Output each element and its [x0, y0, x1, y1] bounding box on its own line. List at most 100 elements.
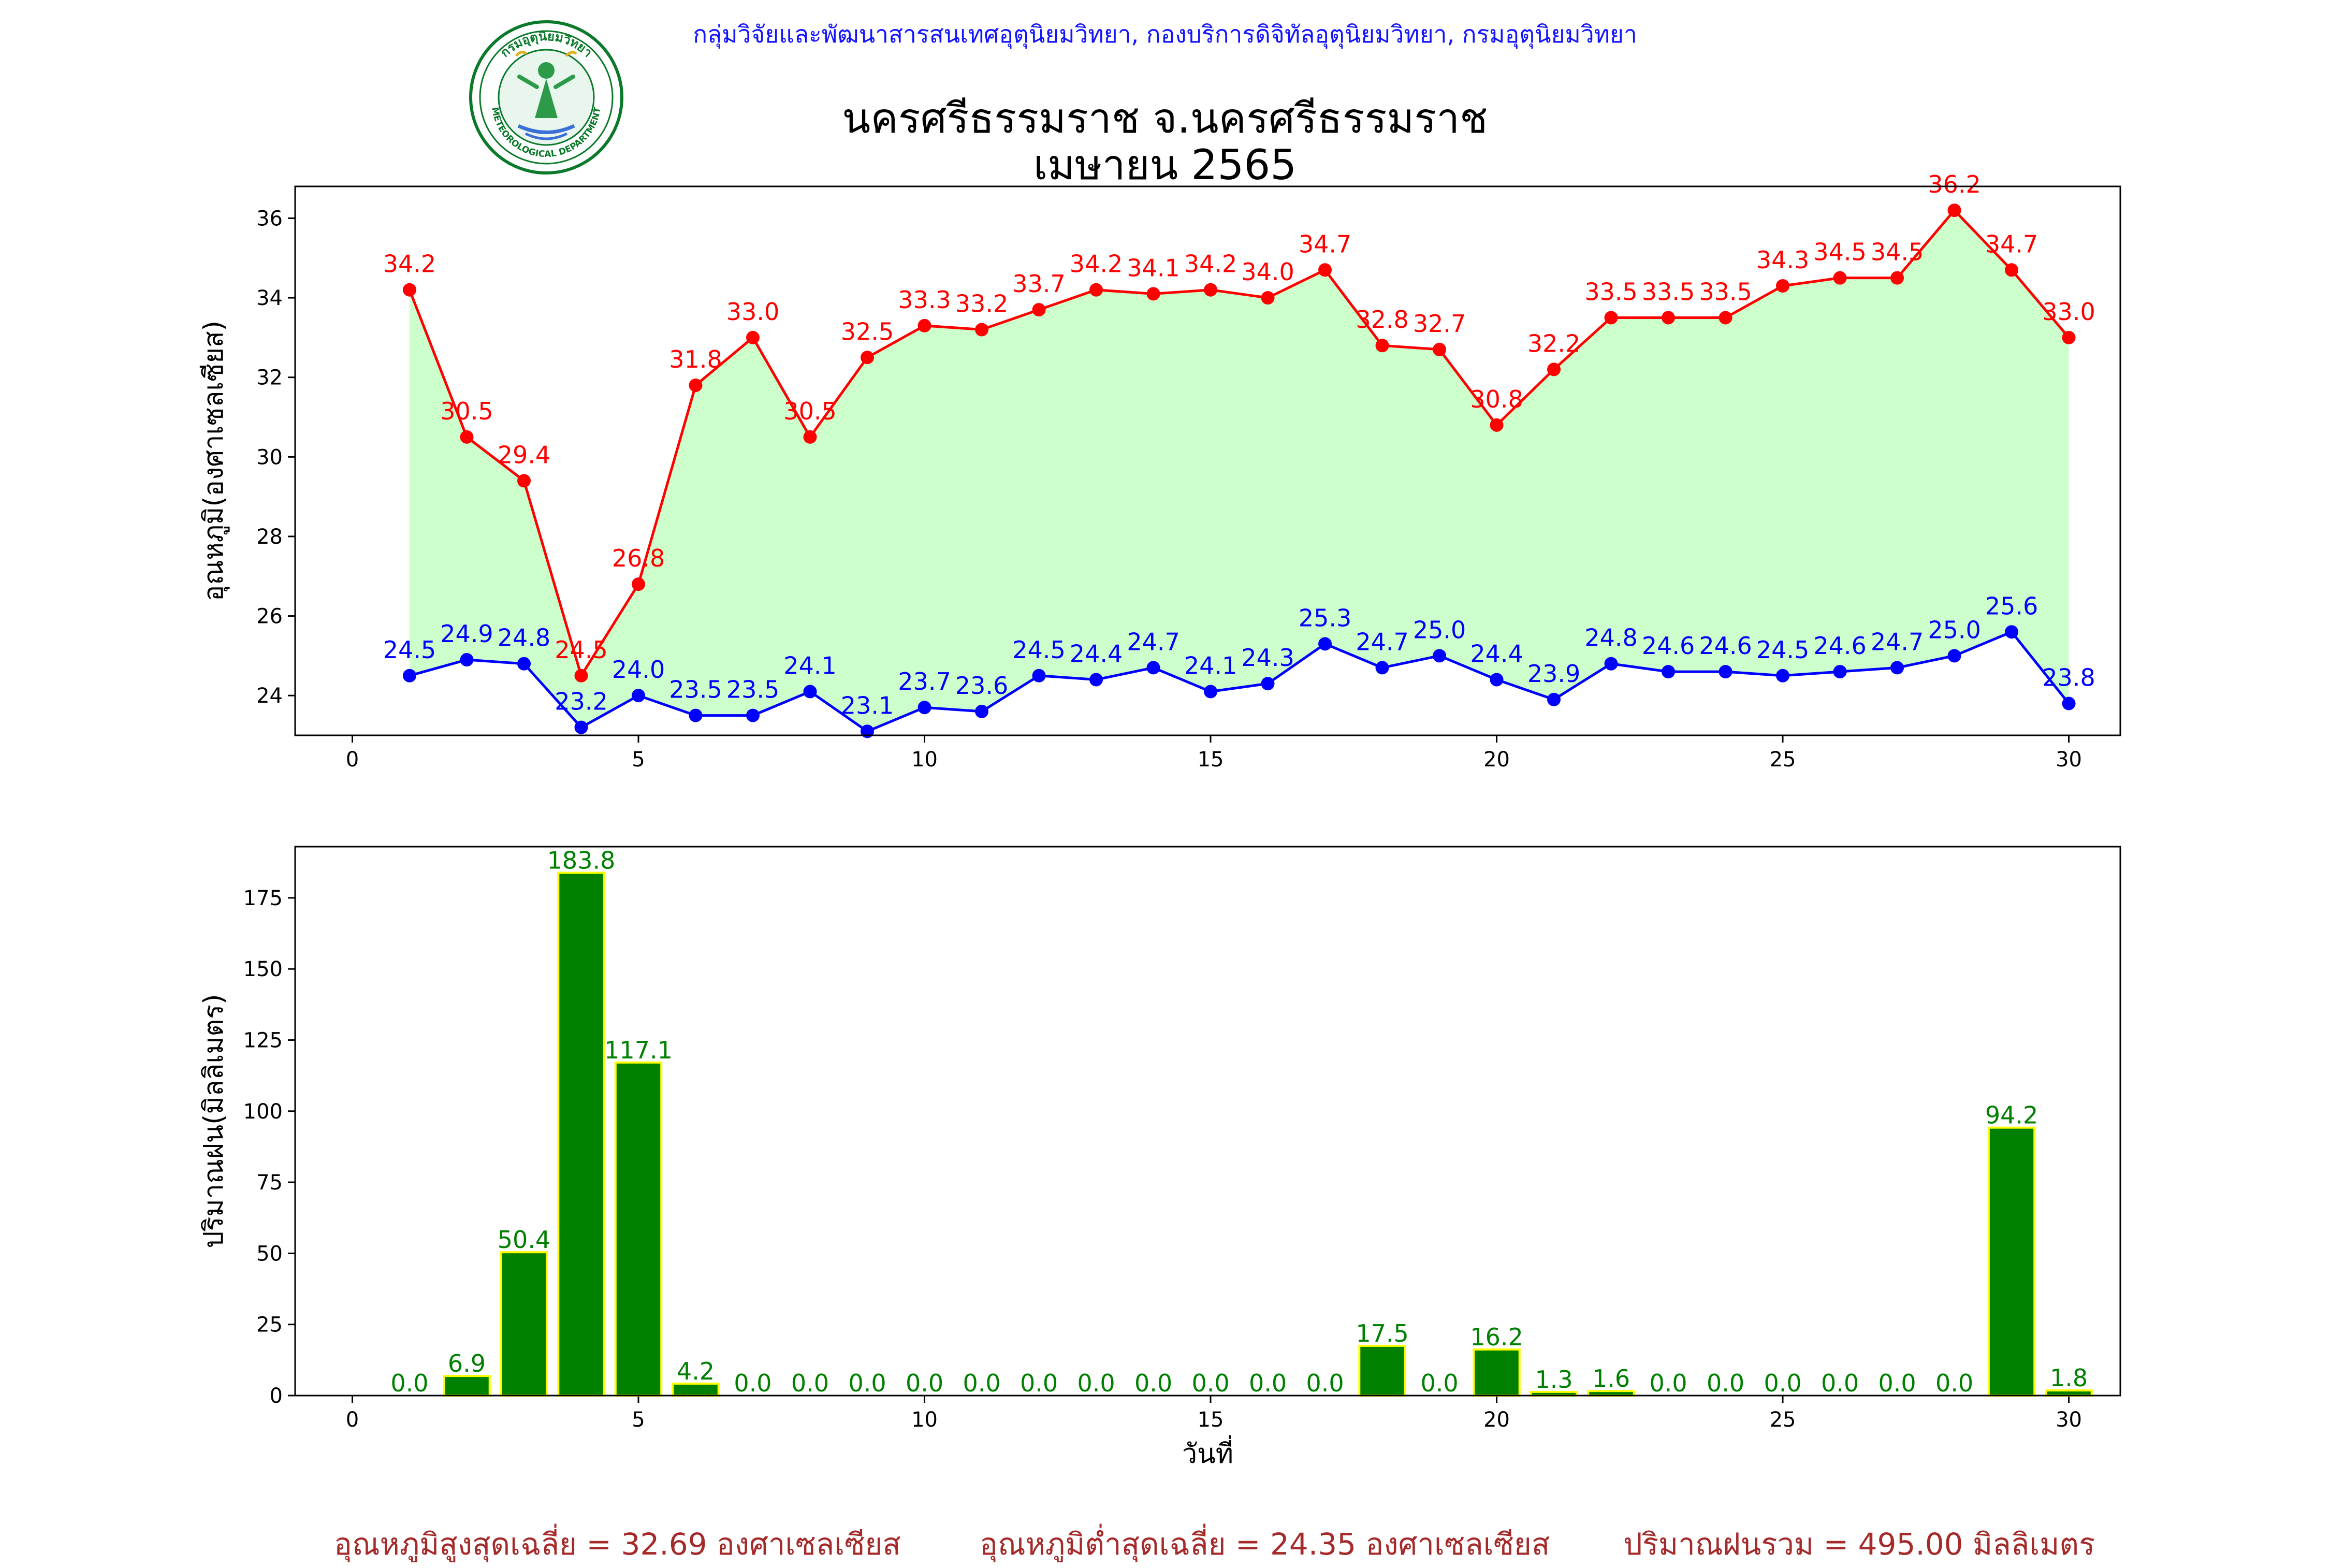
temp-x-tick-label: 30	[2056, 748, 2082, 772]
max-temperature-point	[1375, 339, 1389, 353]
temperature-range-fill	[410, 210, 2069, 732]
min-temperature-label: 24.0	[612, 656, 665, 684]
max-temperature-label: 34.2	[1070, 250, 1123, 278]
max-temperature-label: 33.5	[1584, 278, 1637, 306]
min-temperature-point	[1375, 661, 1389, 675]
max-temperature-line	[408, 208, 2070, 679]
min-temperature-label: 24.4	[1070, 640, 1123, 667]
max-temperature-label: 32.5	[841, 317, 894, 345]
min-temperature-point	[574, 720, 588, 734]
min-temperature-label: 24.8	[1584, 624, 1637, 652]
rainfall-bar-label: 0.0	[791, 1369, 829, 1397]
rainfall-bar-label: 0.0	[848, 1369, 886, 1397]
rainfall-bar-label: 17.5	[1356, 1319, 1408, 1347]
temp-y-tick-label: 28	[256, 525, 283, 549]
max-temperature-point	[1261, 291, 1275, 305]
rainfall-chart: 0 5 10 15 20 25 30 0 25 50 75 100 125 150 175 ปริมาณฝน(…	[198, 846, 2121, 1470]
min-temperature-point	[1261, 677, 1275, 691]
meteorological-department-logo: กรมอุตุนิยมวิทยา METEOROLOGICAL DEPARTME…	[469, 20, 623, 175]
rain-x-axis-label: วันที่	[1182, 1435, 1233, 1470]
min-temperature-point	[1318, 637, 1332, 651]
min-temperature-point	[1146, 661, 1160, 675]
temp-y-tick-label: 30	[256, 445, 283, 469]
min-temperature-point	[1089, 673, 1103, 687]
max-temperature-label: 34.7	[1985, 230, 2038, 258]
rain-x-tick-label: 10	[911, 1408, 938, 1432]
max-temperature-point	[403, 283, 417, 297]
min-temperature-label: 24.9	[440, 620, 493, 648]
rainfall-bar-label: 0.0	[390, 1369, 428, 1397]
rain-y-tick-label: 100	[243, 1100, 283, 1124]
max-temperature-point	[1318, 263, 1332, 277]
rainfall-bar-label: 0.0	[734, 1369, 771, 1397]
max-temperature-point	[1032, 303, 1046, 317]
min-temperature-label: 23.2	[555, 688, 607, 716]
rainfall-bar	[1987, 1126, 2036, 1397]
min-temperature-label: 25.0	[1413, 616, 1466, 644]
rainfall-bar-label: 1.6	[1592, 1364, 1630, 1392]
max-temperature-point	[1890, 271, 1904, 285]
rain-x-tick-label: 25	[1770, 1408, 1796, 1432]
min-temperature-label: 24.5	[383, 636, 436, 664]
min-temperature-label: 25.3	[1299, 604, 1351, 632]
min-temperature-point	[1662, 665, 1676, 679]
max-temperature-label: 29.4	[498, 441, 550, 469]
rainfall-bar-label: 183.8	[547, 847, 616, 875]
rainfall-bar-label: 117.1	[604, 1036, 673, 1064]
max-temperature-label: 34.2	[1184, 250, 1237, 278]
rainfall-bar	[672, 1382, 720, 1397]
min-temperature-label: 24.1	[1184, 652, 1237, 680]
max-temperature-label: 34.1	[1127, 254, 1179, 282]
max-temperature-label: 34.3	[1756, 246, 1809, 274]
temp-y-tick-label: 24	[256, 684, 283, 708]
max-temperature-point	[1146, 287, 1160, 301]
min-temperature-label: 24.7	[1356, 628, 1408, 656]
max-temperature-label: 34.7	[1299, 230, 1351, 258]
temp-x-tick-label: 0	[346, 748, 359, 772]
min-temperature-point	[1719, 665, 1732, 679]
avg-max-temperature: อุณหภูมิสูงสุดเฉลี่ย = 32.69 องศาเซลเซีย…	[334, 1527, 901, 1562]
min-temperature-label: 24.6	[1699, 632, 1752, 660]
min-temperature-point	[1433, 649, 1447, 663]
temp-x-tick-label: 15	[1198, 748, 1224, 772]
max-temperature-point	[1947, 204, 1961, 217]
rainfall-bar-label: 6.9	[448, 1349, 486, 1377]
rain-y-tick-label: 75	[256, 1171, 283, 1195]
rainfall-bar	[1358, 1344, 1406, 1397]
min-temperature-point	[460, 653, 474, 667]
min-temperature-label: 25.6	[1985, 592, 2038, 620]
rainfall-bar-label: 0.0	[1306, 1369, 1344, 1397]
rainfall-bar-label: 0.0	[1821, 1369, 1859, 1397]
max-temperature-label: 36.2	[1928, 170, 1980, 198]
max-temperature-label: 30.8	[1470, 385, 1523, 413]
min-temperature-label: 25.0	[1928, 616, 1980, 644]
min-temperature-label: 23.1	[841, 691, 894, 719]
max-temperature-label: 32.2	[1527, 329, 1580, 357]
min-temperature-point	[1547, 692, 1561, 706]
min-temperature-point	[2005, 625, 2019, 639]
rainfall-bar-label: 0.0	[1764, 1369, 1801, 1397]
max-temperature-point	[1433, 342, 1447, 356]
min-temperature-point	[1776, 669, 1790, 683]
min-temperature-label: 24.5	[1012, 636, 1065, 664]
max-temperature-point	[918, 318, 931, 332]
rainfall-bar-label: 4.2	[677, 1357, 715, 1385]
rain-x-tick-label: 20	[1483, 1408, 1510, 1432]
max-temperature-point	[2005, 263, 2019, 277]
max-temperature-label: 33.5	[1642, 278, 1695, 306]
max-temperature-point	[861, 351, 875, 365]
rainfall-bar-label: 0.0	[1420, 1369, 1458, 1397]
max-temperature-point	[632, 577, 646, 591]
min-temperature-point	[1204, 685, 1218, 699]
max-temperature-point	[1776, 279, 1790, 293]
max-temperature-point	[1547, 362, 1561, 376]
min-temperature-label: 23.7	[898, 667, 951, 695]
max-temperature-point	[1719, 311, 1732, 325]
min-temperature-line	[409, 630, 2070, 733]
max-temperature-label: 33.0	[2042, 298, 2095, 326]
min-temperature-label: 24.7	[1871, 628, 1924, 656]
max-temperature-label: 33.5	[1699, 278, 1752, 306]
max-temperature-label: 34.0	[1241, 258, 1294, 286]
temp-y-tick-label: 34	[256, 286, 283, 310]
